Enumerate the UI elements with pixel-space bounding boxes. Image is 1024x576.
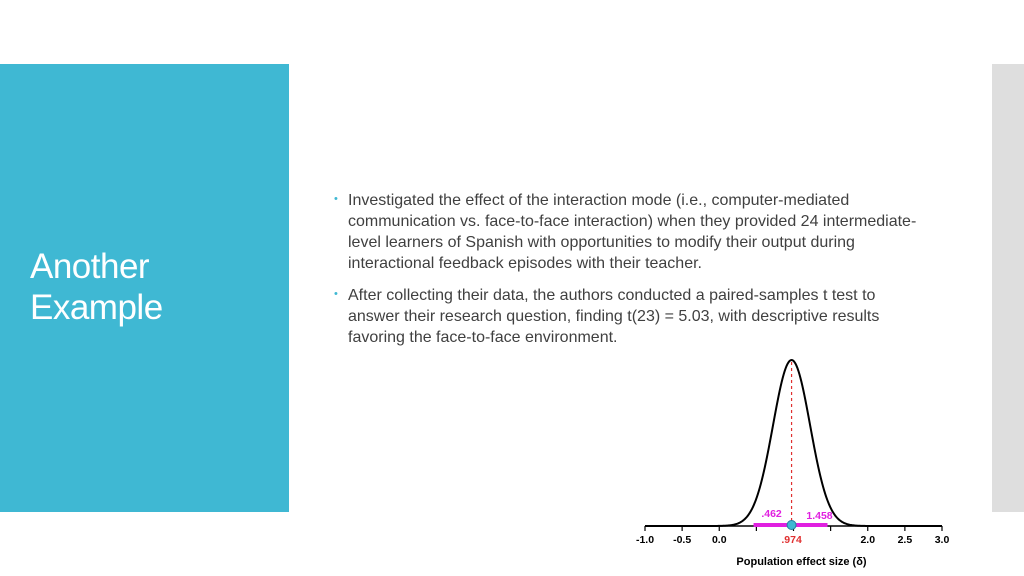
x-tick-label: -0.5 — [673, 534, 691, 546]
right-edge-bar — [992, 64, 1024, 512]
ci-upper-label: 1.458 — [806, 510, 832, 522]
bullet-marker: • — [334, 288, 338, 300]
bullet-marker: • — [334, 193, 338, 205]
x-tick-label: -1.0 — [636, 534, 654, 546]
x-axis-title: Population effect size (δ) — [736, 556, 866, 568]
point-estimate-marker — [786, 520, 797, 530]
bullet-list: • Investigated the effect of the interac… — [334, 190, 924, 359]
bullet-item: • Investigated the effect of the interac… — [334, 190, 924, 274]
slide-title-line-1: Another — [30, 247, 150, 286]
point-estimate-label: .974 — [781, 534, 802, 546]
x-tick-label: 2.5 — [898, 534, 913, 546]
ci-lower-label: .462 — [761, 508, 782, 520]
x-tick-label: 0.0 — [712, 534, 727, 546]
x-tick-label: 3.0 — [935, 534, 950, 546]
effect-size-chart: -1.0 -0.5 0.0 2.0 2.5 3.0 .462 1.458 .974 Populat… — [625, 350, 965, 576]
title-panel — [0, 64, 289, 512]
bullet-text: After collecting their data, the authors… — [348, 287, 880, 346]
density-curve — [645, 358, 942, 527]
slide-title-line-2: Example — [30, 288, 163, 327]
x-tick-label: 2.0 — [860, 534, 875, 546]
slide-title: Another Example — [30, 246, 280, 328]
bullet-item: • After collecting their data, the autho… — [334, 285, 924, 348]
bullet-text: Investigated the effect of the interacti… — [348, 192, 917, 272]
chart-svg: -1.0 -0.5 0.0 2.0 2.5 3.0 .462 1.458 .974 Populat… — [636, 358, 950, 568]
